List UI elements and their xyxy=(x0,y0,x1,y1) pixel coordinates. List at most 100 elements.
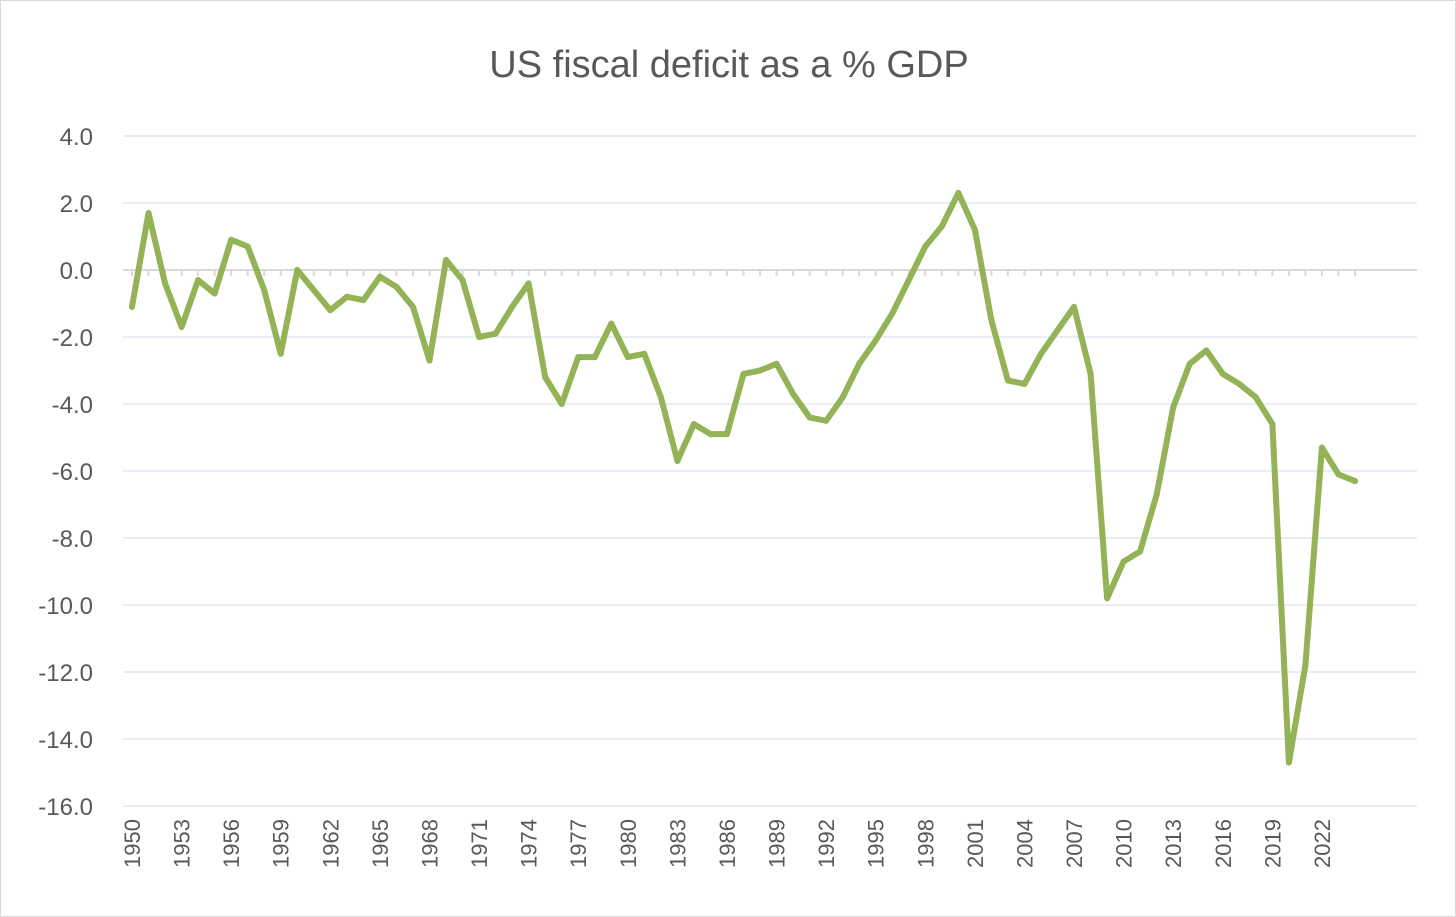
data-point xyxy=(1269,421,1276,428)
data-point xyxy=(1087,370,1094,377)
data-point xyxy=(1170,404,1177,411)
data-point xyxy=(839,394,846,401)
x-tick-label: 1953 xyxy=(170,819,195,868)
y-tick-label: -4.0 xyxy=(52,392,93,419)
x-tick-label: 1992 xyxy=(814,819,839,868)
x-tick-label: 1956 xyxy=(219,819,244,868)
data-point xyxy=(1104,595,1111,602)
x-tick-label: 1962 xyxy=(318,819,343,868)
data-point xyxy=(409,303,416,310)
data-point xyxy=(1236,380,1243,387)
x-tick-label: 1965 xyxy=(368,819,393,868)
data-point xyxy=(376,273,383,280)
x-tick-label: 1986 xyxy=(715,819,740,868)
gridlines xyxy=(123,135,1417,807)
data-point xyxy=(277,350,284,357)
data-point xyxy=(1071,303,1078,310)
y-tick-label: -8.0 xyxy=(52,526,93,553)
x-tick-label: 1974 xyxy=(517,819,542,868)
data-point xyxy=(211,290,218,297)
x-tick-label: 2022 xyxy=(1310,819,1335,868)
data-point xyxy=(1302,662,1309,669)
x-tick-label: 1983 xyxy=(665,819,690,868)
data-point xyxy=(228,236,235,243)
data-point xyxy=(1335,471,1342,478)
y-tick-label: -14.0 xyxy=(38,727,93,754)
data-point xyxy=(790,390,797,397)
data-point xyxy=(1219,370,1226,377)
data-point xyxy=(459,277,466,284)
data-point xyxy=(261,287,268,294)
data-point xyxy=(509,303,516,310)
data-point xyxy=(723,431,730,438)
data-point xyxy=(1203,347,1210,354)
y-tick-label: 0.0 xyxy=(60,258,93,285)
data-point xyxy=(294,267,301,273)
data-point xyxy=(575,354,582,361)
data-point xyxy=(443,256,450,263)
x-tick-label: 1998 xyxy=(913,819,938,868)
data-point xyxy=(426,357,433,364)
data-point xyxy=(162,280,169,287)
data-point xyxy=(178,323,185,330)
data-point xyxy=(393,283,400,290)
y-tick-label: -16.0 xyxy=(38,794,93,821)
data-point xyxy=(1054,327,1061,334)
data-point xyxy=(806,414,813,421)
x-axis-ticks: 1950 1953 1956 1959 1962 1965 1968 1971 1974 1977… xyxy=(120,819,1335,868)
y-tick-label: 4.0 xyxy=(60,124,93,151)
data-point xyxy=(244,243,251,250)
x-tick-label: 1959 xyxy=(269,819,294,868)
y-tick-label: -2.0 xyxy=(52,325,93,352)
data-point xyxy=(492,330,499,337)
data-point xyxy=(955,189,962,196)
data-point xyxy=(1153,491,1160,498)
data-point xyxy=(707,431,714,438)
x-tick-label: 2013 xyxy=(1161,819,1186,868)
x-tick-label: 1989 xyxy=(765,819,790,868)
data-point xyxy=(1285,759,1292,766)
data-point xyxy=(129,303,135,310)
data-point xyxy=(1137,548,1144,555)
data-point xyxy=(542,374,549,381)
data-point xyxy=(360,297,367,304)
data-point xyxy=(938,223,945,230)
y-tick-label: -12.0 xyxy=(38,660,93,687)
x-tick-label: 2016 xyxy=(1211,819,1236,868)
data-point xyxy=(657,394,664,401)
x-tick-label: 1950 xyxy=(120,819,145,868)
data-point xyxy=(310,287,317,294)
series-line-fiscal-deficit xyxy=(129,189,1358,766)
data-point xyxy=(641,350,648,357)
x-tick-label: 1971 xyxy=(467,819,492,868)
data-point xyxy=(1352,478,1358,485)
x-tick-label: 1995 xyxy=(864,819,889,868)
data-point xyxy=(690,421,697,428)
x-tick-label: 2004 xyxy=(1012,819,1037,868)
data-point xyxy=(343,293,350,300)
data-point xyxy=(1252,394,1259,401)
x-tick-label: 1977 xyxy=(566,819,591,868)
data-point xyxy=(1021,380,1028,387)
data-point xyxy=(889,310,896,317)
y-tick-label: -6.0 xyxy=(52,459,93,486)
data-point xyxy=(823,417,830,424)
x-tick-label: 2001 xyxy=(963,819,988,868)
data-point xyxy=(525,280,532,287)
x-tick-label: 2010 xyxy=(1112,819,1137,868)
chart-title: US fiscal deficit as a % GDP xyxy=(489,44,968,86)
y-tick-label: -10.0 xyxy=(38,593,93,620)
y-tick-label: 2.0 xyxy=(60,191,93,218)
data-point xyxy=(971,226,978,233)
data-point xyxy=(1037,350,1044,357)
data-point xyxy=(476,334,483,340)
data-point xyxy=(1120,558,1127,565)
data-point xyxy=(872,337,879,344)
x-tick-label: 1980 xyxy=(616,819,641,868)
x-tick-label: 2019 xyxy=(1260,819,1285,868)
data-point xyxy=(757,367,764,374)
data-point xyxy=(608,320,615,327)
data-point xyxy=(591,354,598,361)
